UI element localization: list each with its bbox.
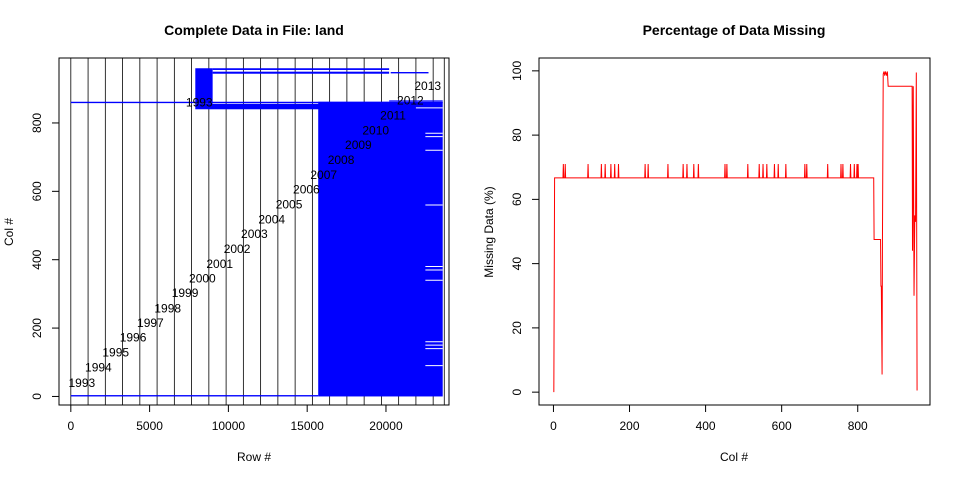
year-labels: 1993 199419951996199719981999200020012002… (68, 79, 441, 390)
y-tick-label: 0 (510, 388, 524, 395)
year-label: 2011 (380, 108, 406, 122)
year-label: 2003 (241, 227, 268, 241)
year-label: 2004 (258, 212, 285, 226)
x-tick-label: 600 (772, 419, 792, 433)
left-x-axis: 0 5000 10000 15000 20000 (67, 404, 403, 433)
year-label: 2009 (345, 138, 372, 152)
left-y-axis-label: Col # (2, 218, 16, 246)
y-tick-label: 80 (510, 128, 524, 142)
year-label: 2006 (293, 183, 320, 197)
data-block (212, 71, 390, 74)
y-tick-label: 100 (510, 61, 524, 81)
y-tick-label: 800 (30, 113, 44, 133)
year-label: 1997 (137, 316, 164, 330)
x-tick-label: 200 (620, 419, 640, 433)
y-tick-label: 20 (510, 321, 524, 335)
x-tick-label: 400 (696, 419, 716, 433)
missing-data-line (553, 71, 918, 393)
data-gaps (415, 107, 443, 367)
data-block (195, 68, 213, 104)
data-block (212, 68, 390, 70)
data-block (389, 100, 443, 102)
year-label: 1996 (120, 331, 147, 345)
x-tick-label: 15000 (290, 419, 324, 433)
data-block (195, 103, 390, 110)
year-label: 2008 (328, 153, 355, 167)
data-blocks (70, 68, 443, 397)
left-panel: Complete Data in File: land 1993 19941995… (2, 22, 450, 464)
right-chart-title: Percentage of Data Missing (643, 22, 826, 38)
year-label: 2010 (362, 123, 389, 137)
year-label: 1993 (186, 95, 213, 109)
y-tick-label: 0 (30, 393, 44, 400)
right-x-axis: 0 200 400 600 800 (550, 404, 868, 433)
year-label: 2013 (414, 79, 441, 93)
data-block (390, 72, 429, 74)
y-tick-label: 40 (510, 257, 524, 271)
x-tick-label: 800 (848, 419, 868, 433)
y-tick-label: 600 (30, 181, 44, 201)
year-label: 2012 (397, 94, 424, 108)
year-label: 1993 (68, 376, 95, 390)
y-tick-label: 200 (30, 318, 44, 338)
right-panel: Percentage of Data Missing 0 200 400 600 800… (482, 22, 931, 464)
right-y-axis-label: Missing Data (%) (482, 186, 496, 277)
y-tick-label: 60 (510, 192, 524, 206)
year-label: 1998 (154, 301, 181, 315)
left-x-axis-label: Row # (237, 450, 271, 464)
data-block (70, 101, 443, 104)
data-block (318, 101, 443, 397)
x-tick-label: 0 (550, 419, 557, 433)
year-label: 2001 (206, 257, 233, 271)
year-label: 1994 (85, 360, 112, 374)
right-y-axis: 0 20 40 60 80 100 (510, 61, 540, 395)
year-label: 2000 (189, 272, 216, 286)
y-tick-label: 400 (30, 249, 44, 269)
x-tick-label: 20000 (369, 419, 403, 433)
year-label: 1999 (172, 286, 199, 300)
year-label: 2002 (224, 242, 251, 256)
x-tick-label: 0 (67, 419, 74, 433)
right-x-axis-label: Col # (720, 450, 748, 464)
data-block (70, 395, 319, 397)
year-label: 2007 (310, 168, 337, 182)
left-y-axis: 0 200 400 600 800 (30, 113, 60, 400)
year-label: 2005 (276, 197, 303, 211)
year-label: 1995 (102, 346, 129, 360)
left-chart-title: Complete Data in File: land (164, 22, 344, 38)
x-tick-label: 10000 (212, 419, 246, 433)
x-tick-label: 5000 (136, 419, 163, 433)
